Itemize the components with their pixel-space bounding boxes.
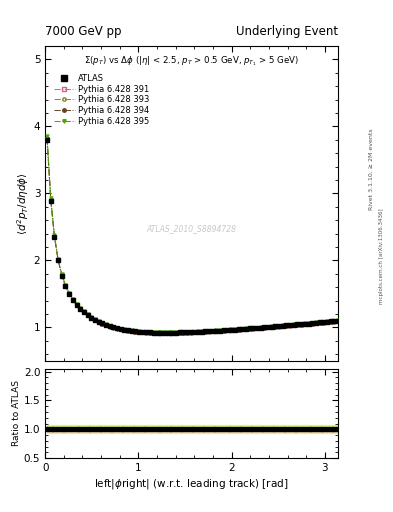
Text: $\Sigma(p_T)$ vs $\Delta\phi$ (|$\eta$| < 2.5, $p_T$ > 0.5 GeV, $p_{T_1}$ > 5 Ge: $\Sigma(p_T)$ vs $\Delta\phi$ (|$\eta$| … (84, 54, 299, 68)
Y-axis label: $\langle d^2 p_T/d\eta d\phi\rangle$: $\langle d^2 p_T/d\eta d\phi\rangle$ (15, 172, 31, 235)
X-axis label: left|$\phi$right| (w.r.t. leading track) [rad]: left|$\phi$right| (w.r.t. leading track)… (94, 477, 289, 492)
Text: mcplots.cern.ch [arXiv:1306.3436]: mcplots.cern.ch [arXiv:1306.3436] (379, 208, 384, 304)
Y-axis label: Ratio to ATLAS: Ratio to ATLAS (12, 380, 21, 446)
Text: Rivet 3.1.10, ≥ 2M events: Rivet 3.1.10, ≥ 2M events (369, 128, 374, 210)
Text: 7000 GeV pp: 7000 GeV pp (45, 25, 122, 38)
Text: Underlying Event: Underlying Event (236, 25, 338, 38)
Legend: ATLAS, Pythia 6.428 391, Pythia 6.428 393, Pythia 6.428 394, Pythia 6.428 395: ATLAS, Pythia 6.428 391, Pythia 6.428 39… (52, 72, 151, 127)
Text: ATLAS_2010_S8894728: ATLAS_2010_S8894728 (147, 224, 237, 233)
